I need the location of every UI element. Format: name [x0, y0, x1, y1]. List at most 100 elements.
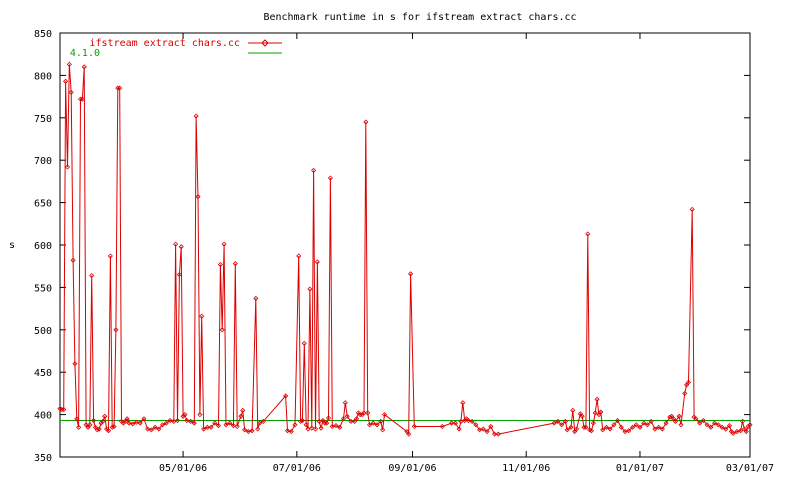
data-point — [618, 424, 624, 430]
data-point — [600, 427, 606, 433]
y-tick-label: 500 — [34, 326, 52, 337]
x-tick-label: 11/01/06 — [502, 463, 550, 474]
data-point — [182, 412, 188, 418]
y-tick-label: 350 — [34, 453, 52, 464]
data-point — [564, 427, 570, 433]
data-point — [378, 418, 384, 424]
data-point — [59, 406, 65, 413]
data-point — [133, 419, 140, 425]
data-point — [344, 413, 350, 419]
data-point — [249, 428, 255, 434]
data-point — [305, 426, 311, 432]
data-point — [708, 424, 714, 430]
data-point — [590, 420, 596, 426]
legend-marker-main — [261, 39, 269, 47]
data-point — [171, 418, 177, 424]
data-point — [367, 422, 373, 428]
data-point — [260, 418, 266, 424]
data-point — [111, 423, 117, 430]
data-point — [160, 422, 166, 428]
data-point — [353, 416, 360, 422]
data-point — [292, 422, 298, 428]
data-point — [208, 424, 214, 430]
data-point — [469, 418, 475, 424]
data-point — [712, 420, 718, 426]
data-point — [340, 416, 347, 422]
data-point — [255, 426, 261, 432]
data-point — [288, 428, 294, 435]
data-point — [204, 424, 210, 430]
data-point — [79, 96, 85, 102]
data-point — [456, 426, 462, 432]
data-point — [734, 428, 740, 435]
data-point — [633, 422, 639, 428]
data-point — [296, 253, 302, 259]
data-point — [63, 78, 69, 84]
data-point — [581, 424, 587, 430]
data-point — [311, 167, 317, 173]
data-point — [256, 420, 263, 426]
data-point — [76, 424, 82, 430]
data-point — [363, 119, 369, 125]
y-axis-label: s — [9, 240, 15, 251]
data-point — [342, 400, 348, 406]
data-point — [337, 424, 343, 430]
data-point — [299, 417, 305, 424]
data-point — [747, 422, 753, 428]
data-point — [184, 417, 190, 424]
data-point — [124, 416, 130, 422]
data-point — [738, 428, 744, 434]
data-point — [348, 418, 354, 424]
data-point — [615, 417, 621, 424]
data-point — [715, 422, 721, 428]
data-point — [126, 420, 132, 426]
data-point — [667, 414, 673, 420]
data-point — [656, 424, 662, 430]
data-point — [232, 261, 238, 267]
data-point — [322, 420, 328, 426]
data-point — [594, 396, 600, 402]
data-point — [488, 423, 494, 430]
data-point — [197, 412, 203, 418]
data-point — [298, 418, 304, 424]
data-point — [77, 96, 84, 102]
data-point — [676, 413, 682, 419]
data-point — [102, 413, 108, 419]
data-point — [685, 379, 692, 385]
data-point — [100, 418, 106, 424]
data-point — [622, 428, 628, 435]
data-point — [465, 417, 471, 424]
legend-label: 4.1.0 — [70, 48, 100, 59]
data-point — [87, 422, 93, 428]
data-point — [719, 424, 725, 430]
data-point — [283, 393, 289, 399]
chart-title: Benchmark runtime in s for ifstream extr… — [263, 12, 576, 23]
data-point — [579, 413, 585, 419]
data-point — [309, 425, 315, 431]
data-point — [301, 340, 307, 346]
data-point — [648, 418, 654, 424]
data-point — [148, 427, 154, 433]
data-point — [663, 420, 669, 426]
data-point — [551, 420, 557, 426]
legend-entry-main: ifstream extract chars.cc — [89, 38, 282, 49]
data-point — [644, 422, 650, 428]
data-point — [187, 418, 194, 424]
data-point — [215, 423, 222, 429]
data-point — [477, 427, 483, 433]
data-point — [72, 361, 78, 367]
y-tick-label: 650 — [34, 199, 52, 210]
x-tick-label: 07/01/06 — [273, 463, 321, 474]
data-point — [562, 418, 568, 424]
data-point — [145, 426, 151, 432]
data-point — [219, 327, 225, 333]
data-point — [592, 410, 598, 416]
data-point — [68, 89, 74, 95]
data-point — [574, 426, 580, 432]
data-point — [242, 427, 248, 433]
x-axis-ticks: 05/01/06 07/01/06 09/01/06 11/01/06 01/01/07… — [159, 33, 774, 474]
data-point — [64, 164, 71, 170]
data-point — [568, 424, 574, 430]
data-point — [163, 420, 169, 426]
data-point — [380, 427, 386, 433]
